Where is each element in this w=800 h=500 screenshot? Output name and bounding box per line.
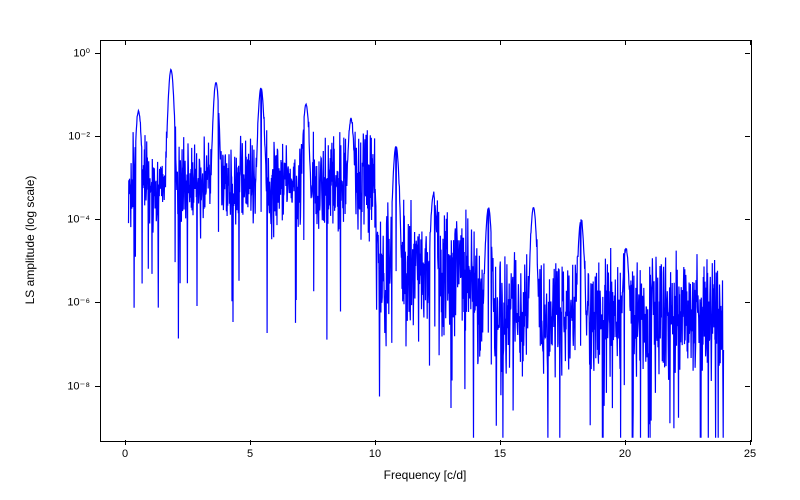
- y-tick-label: 10⁻⁶: [67, 296, 90, 309]
- x-tick-label: 0: [122, 448, 128, 460]
- y-axis-label: LS amplitude (log scale): [23, 176, 37, 305]
- chart-container: LS amplitude (log scale) Frequency [c/d]…: [0, 0, 800, 500]
- y-tick-label: 10⁻²: [68, 129, 90, 142]
- periodogram-line: [101, 41, 751, 441]
- x-axis-label: Frequency [c/d]: [384, 468, 467, 482]
- x-tick-label: 20: [619, 448, 631, 460]
- y-tick-label: 10⁻⁸: [67, 379, 90, 392]
- x-tick-label: 15: [494, 448, 506, 460]
- y-tick-label: 10⁰: [73, 46, 90, 59]
- plot-area: [100, 40, 752, 442]
- x-tick-label: 10: [369, 448, 381, 460]
- x-tick-label: 5: [247, 448, 253, 460]
- y-tick-label: 10⁻⁴: [67, 213, 90, 226]
- x-tick-label: 25: [744, 448, 756, 460]
